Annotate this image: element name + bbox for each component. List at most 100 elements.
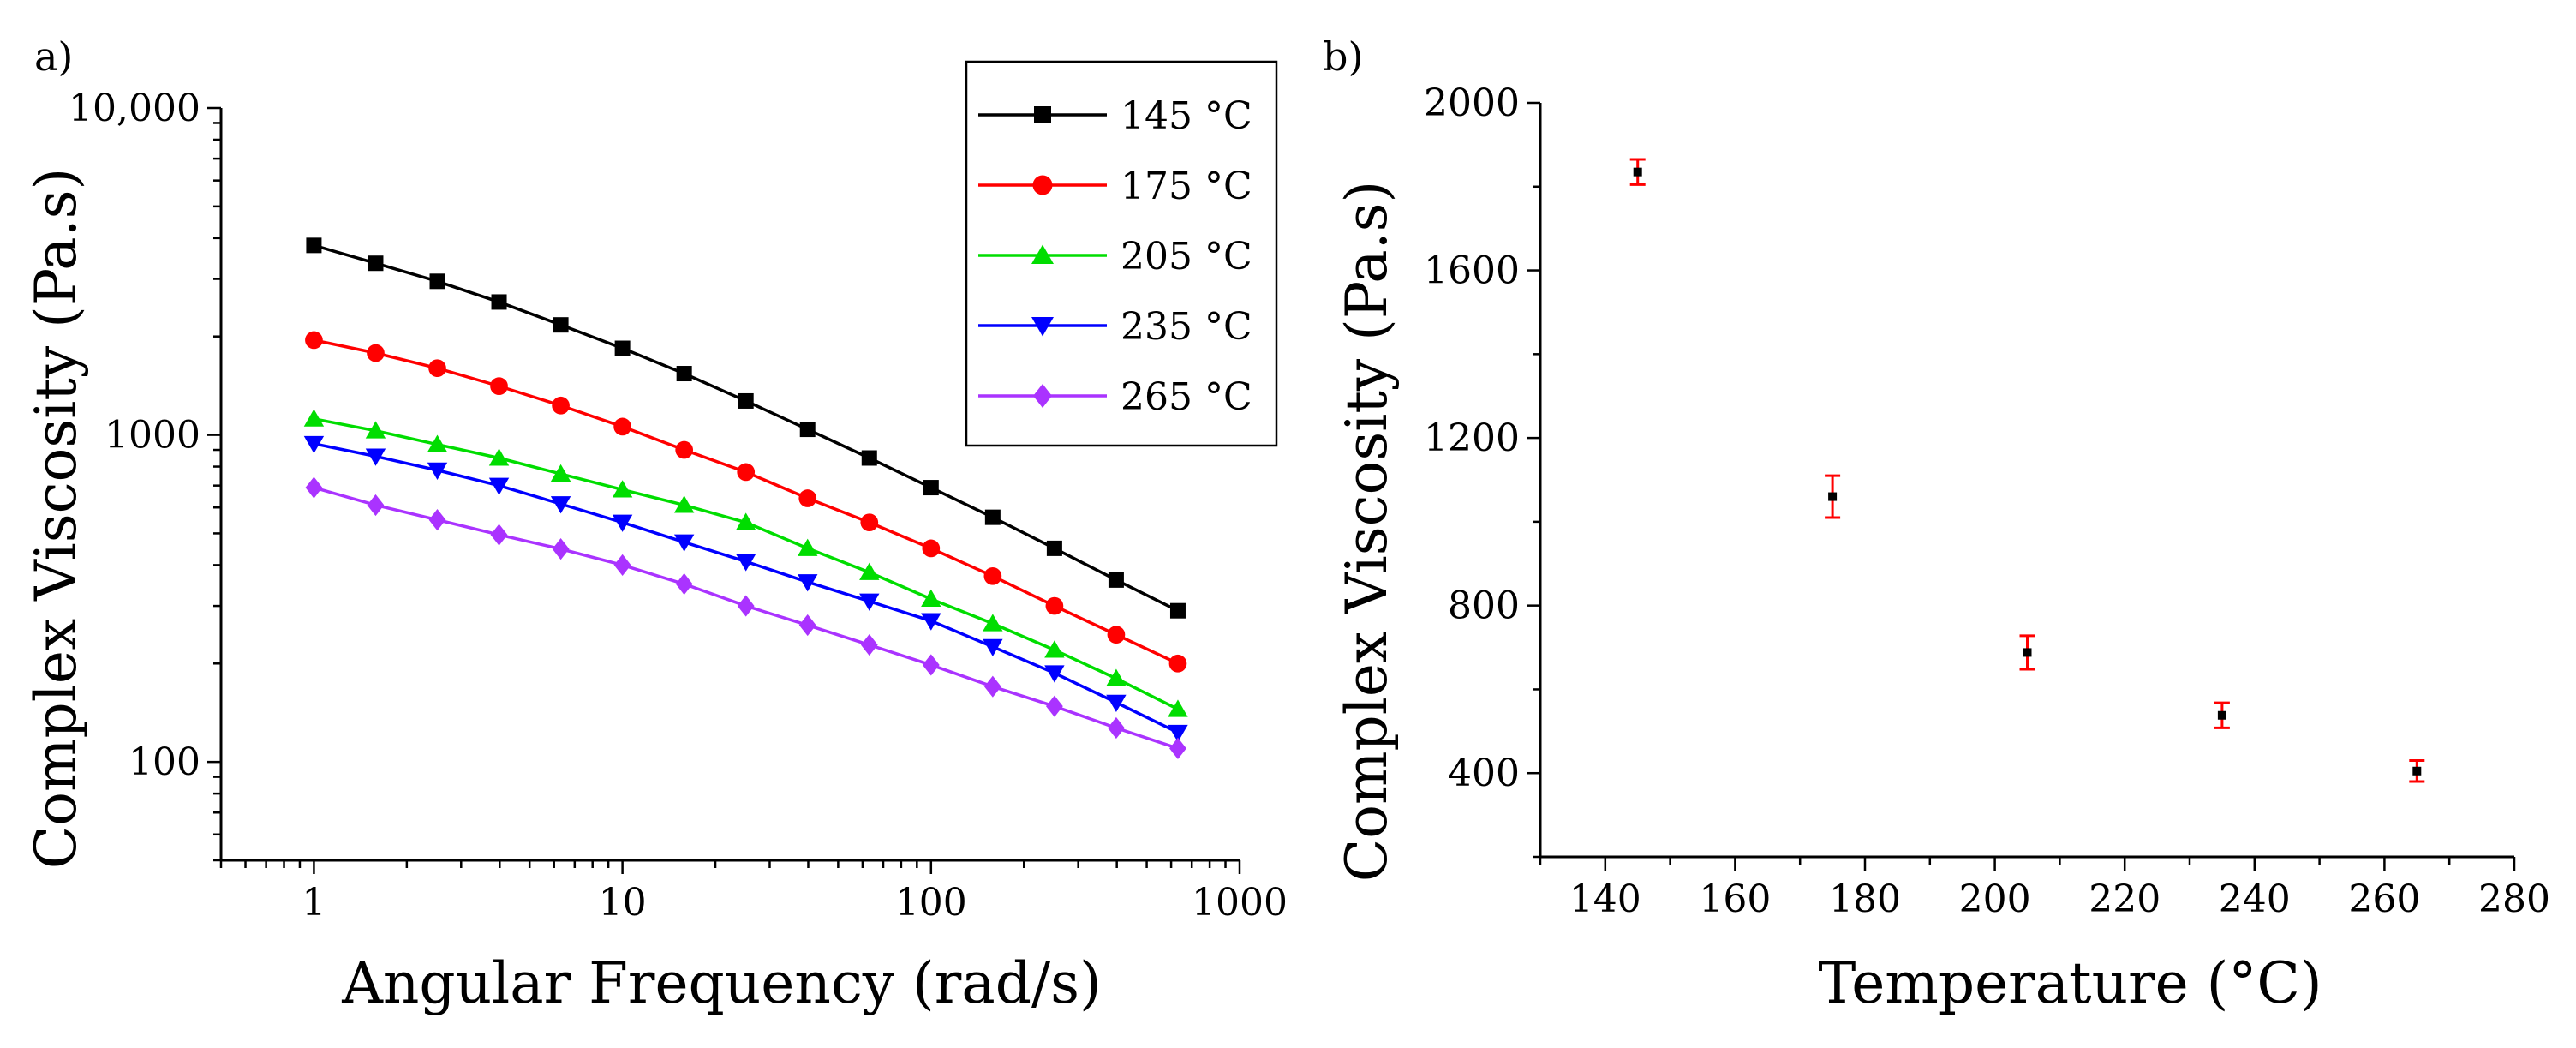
x-axis-title: Angular Frequency (rad/s) [341,950,1102,1016]
data-point [367,494,385,517]
x-tick-label: 140 [1569,877,1641,921]
y-tick-label: 10,000 [69,87,200,130]
data-point [368,255,384,272]
data-point [799,422,816,438]
data-point [922,654,940,676]
data-point [552,538,570,560]
data-point [1106,668,1127,686]
data-point [2217,710,2226,720]
data-point [983,614,1003,632]
data-point [2023,648,2032,657]
data-point [1169,602,1186,619]
legend-marker [1032,175,1053,195]
y-axis-title: Complex Viscosity (Pa.s) [23,168,89,870]
data-point [736,512,756,530]
data-point [550,464,571,482]
data-point [1168,654,1187,673]
data-point-group [1825,474,1841,519]
x-tick-label: 220 [2089,877,2161,921]
series-1 [305,331,1187,673]
data-point [1106,694,1127,713]
data-point [488,448,510,466]
series-3 [303,435,1188,743]
data-point [798,614,816,637]
legend-label: 265 °C [1121,375,1252,419]
data-point [1107,626,1126,644]
series-2 [303,409,1188,717]
data-point [1044,640,1065,658]
legend-marker [1031,317,1054,337]
legend-item: 205 °C [978,235,1252,278]
data-point [306,237,322,254]
series-4 [305,476,1186,759]
y-tick-label: 1200 [1424,416,1520,460]
data-point [1044,665,1065,683]
legend-marker [1034,106,1051,123]
data-point [798,489,817,507]
x-tick-label: 10 [599,881,647,925]
data-point [1633,167,1642,177]
y-tick-label: 800 [1448,584,1520,628]
data-point [861,450,877,466]
x-tick-label: 200 [1959,877,2031,921]
x-tick-label: 280 [2478,877,2550,921]
legend-label: 175 °C [1121,165,1252,208]
data-point [1045,596,1064,615]
data-point [303,435,325,454]
data-point [365,448,386,466]
data-point [553,317,569,333]
data-point [305,331,323,350]
series-line [314,442,1179,734]
y-tick-label: 100 [129,740,200,784]
data-point [983,675,1001,698]
data-point [673,495,695,513]
data-point [859,593,880,611]
data-point [613,417,631,436]
x-tick-label: 1000 [1192,881,1288,925]
data-point [550,496,571,514]
data-point-group [1629,158,1646,186]
data-point [736,554,756,572]
legend-item: 265 °C [978,375,1252,419]
data-point-group [2019,634,2035,671]
data-point [367,344,385,362]
y-axis-title: Complex Viscosity (Pa.s) [1334,181,1400,883]
data-point [488,477,510,495]
panel-b-label: b) [1323,33,1363,80]
y-tick-label: 1000 [105,414,200,458]
x-tick-label: 240 [2219,877,2291,921]
y-tick-label: 2000 [1424,81,1520,125]
panel-a-label: a) [34,33,73,80]
data-point [1168,699,1188,717]
data-point [612,514,633,532]
data-point [613,554,631,577]
x-tick-label: 100 [895,881,967,925]
legend-label: 205 °C [1121,235,1252,278]
legend: 145 °C 175 °C 205 °C 235 °C 265 °C [965,60,1278,447]
data-point [427,434,448,452]
x-tick-label: 260 [2348,877,2420,921]
legend-label: 145 °C [1121,94,1252,138]
data-point [675,440,694,459]
data-point [1108,572,1124,588]
data-point [428,509,446,531]
legend-item: 175 °C [978,165,1252,208]
data-point [798,574,818,592]
data-point [673,534,695,552]
series-0 [306,237,1186,619]
data-point [983,566,1002,585]
legend-label: 235 °C [1121,305,1252,349]
x-tick-label: 160 [1699,877,1771,921]
data-point [305,476,323,499]
data-point [1045,695,1063,717]
data-point [737,595,755,617]
legend-marker [1033,384,1052,408]
x-tick-label: 180 [1829,877,1901,921]
data-point [798,538,818,556]
data-point [859,562,880,580]
legend-frame [965,60,1278,447]
data-point [984,509,1001,525]
x-axis-title: Temperature (°C) [1818,950,2322,1016]
data-point [427,462,448,480]
data-point [428,359,446,378]
